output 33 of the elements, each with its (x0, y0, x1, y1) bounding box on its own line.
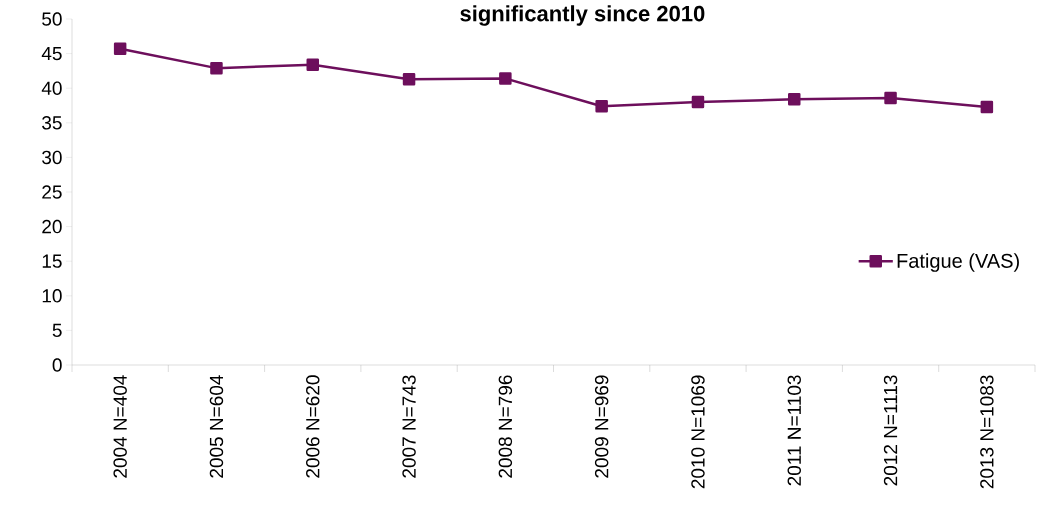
point (980, 100, 994, 114)
y-tick-label: 40 (41, 81, 62, 95)
legend-label: Fatigue (VAS) (897, 253, 1019, 272)
x-tick-label: 2013 N=1083 (980, 375, 994, 489)
y-tick-label: 25 (42, 185, 62, 199)
point (691, 95, 705, 109)
y-tick-label: 30 (42, 150, 62, 165)
x-tick-label: 2010 N=1069 (691, 375, 705, 489)
x-tick-label: 2008 N=796 (498, 375, 513, 478)
y-tick-label: 0 (52, 358, 62, 372)
point (884, 91, 897, 105)
point (113, 42, 127, 56)
chart-title: significantly since 2010 (460, 5, 705, 26)
x-tick-label: 2009 N=969 (594, 375, 609, 478)
point (788, 93, 801, 106)
x-tick-label: 2006 N=620 (306, 375, 320, 478)
y-tick-label: 20 (42, 219, 62, 234)
x-tick-label: 2005 N=604 (209, 375, 224, 478)
point (306, 58, 319, 71)
x-tick-label: 2004 N=404 (113, 375, 127, 478)
point (210, 61, 223, 75)
point (499, 72, 512, 85)
x-tick-label: 2007 N=743 (402, 375, 416, 478)
x-tick-label: 2012 N=1113 (883, 375, 898, 486)
point (595, 99, 608, 113)
y-tick-label: 45 (41, 46, 62, 61)
point (402, 72, 416, 86)
y-tick-label: 15 (42, 254, 62, 268)
y-tick-label: 35 (42, 116, 62, 130)
x-tick-label: 2011 N=1103 (787, 375, 801, 486)
y-tick-label: 5 (52, 323, 62, 338)
y-tick-label: 50 (42, 12, 62, 26)
y-tick-label: 10 (42, 289, 62, 303)
